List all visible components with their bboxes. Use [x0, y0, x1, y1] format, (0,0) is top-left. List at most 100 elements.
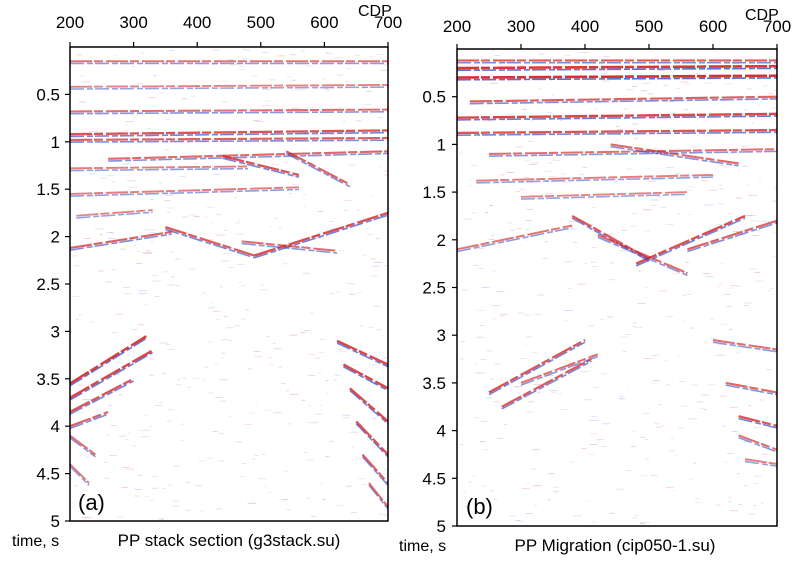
y-tick-label: 1.5	[422, 183, 446, 202]
event-trough	[70, 337, 147, 387]
event-peak	[368, 482, 388, 508]
event-trough	[610, 145, 739, 167]
event-trough	[744, 460, 777, 467]
y-tick-label: 4	[437, 422, 446, 441]
event-peak	[687, 219, 777, 251]
event-peak	[70, 434, 97, 456]
event-trough	[457, 115, 777, 121]
event-trough	[738, 436, 777, 453]
event-trough	[165, 228, 255, 259]
event-peak	[361, 453, 388, 484]
event-trough	[687, 222, 777, 253]
x-tick-label: 600	[310, 13, 338, 32]
event-trough	[222, 157, 300, 178]
event-trough	[70, 188, 299, 197]
event-trough	[457, 77, 777, 81]
event-peak	[744, 458, 777, 465]
panel-label-a: (a)	[78, 490, 105, 515]
event-trough	[368, 484, 388, 510]
x-ticks-b: 200 300 400 500 600 700	[443, 17, 791, 49]
seismic-image-a	[70, 47, 388, 521]
event-trough	[254, 214, 388, 259]
x-tick-label: 500	[247, 13, 275, 32]
event-peak	[70, 186, 299, 195]
event-trough	[70, 351, 154, 401]
event-peak	[70, 136, 388, 141]
y-tick-label: 2.5	[422, 279, 446, 298]
event-trough	[336, 342, 388, 368]
event-peak	[70, 108, 388, 113]
event-peak	[76, 209, 153, 217]
event-trough	[725, 384, 777, 396]
y-tick-label: 3	[51, 322, 60, 341]
x-tick-label: 300	[507, 17, 535, 36]
y-tick-label: 1	[51, 133, 60, 152]
event-peak	[254, 211, 388, 257]
seismic-image-b	[457, 49, 777, 526]
event-trough	[70, 131, 388, 138]
x-tick-label: 400	[571, 17, 599, 36]
event-trough	[76, 211, 153, 219]
event-peak	[70, 335, 147, 385]
plot-background	[70, 47, 388, 521]
plot-background	[457, 49, 777, 526]
y-tick-label: 3.5	[36, 370, 60, 389]
event-trough	[712, 341, 777, 353]
event-peak	[457, 74, 777, 79]
event-trough	[285, 152, 351, 188]
event-trough	[457, 67, 777, 72]
event-peak	[70, 129, 388, 136]
event-trough	[70, 110, 388, 115]
x-axis-label-b: CDP	[745, 7, 779, 24]
chart-title-b: PP Migration (cip050-1.su)	[515, 536, 716, 555]
event-trough	[70, 139, 388, 143]
x-ticks-a: 200 300 400 500 600 700	[56, 13, 402, 47]
y-tick-label: 4	[51, 417, 60, 436]
event-peak	[469, 95, 777, 103]
y-tick-label: 1	[437, 135, 446, 154]
y-tick-label: 2	[51, 228, 60, 247]
y-tick-label: 4.5	[422, 469, 446, 488]
event-trough	[488, 341, 586, 396]
event-trough	[70, 380, 134, 415]
event-trough	[597, 236, 688, 277]
y-tick-label: 5	[437, 517, 446, 536]
chart-title-a: PP stack section (g3stack.su)	[118, 531, 341, 550]
event-peak	[70, 230, 172, 250]
event-trough	[70, 86, 388, 90]
x-tick-label: 200	[56, 13, 84, 32]
event-peak	[488, 338, 586, 394]
event-trough	[241, 242, 338, 254]
event-trough	[343, 366, 388, 392]
event-peak	[108, 150, 388, 160]
y-tick-label: 2	[437, 231, 446, 250]
x-axis-label-a: CDP	[358, 3, 392, 20]
x-tick-label: 300	[119, 13, 147, 32]
event-peak	[222, 154, 300, 177]
event-peak	[70, 463, 90, 484]
event-peak	[342, 363, 388, 390]
event-peak	[285, 150, 351, 186]
event-peak	[70, 410, 109, 428]
event-peak	[635, 214, 746, 265]
event-trough	[70, 437, 96, 458]
event-trough	[488, 150, 777, 157]
y-tick-label: 0.5	[422, 88, 446, 107]
event-trough	[635, 217, 746, 267]
y-tick-label: 1.5	[36, 180, 60, 199]
x-tick-label: 600	[699, 17, 727, 36]
y-tick-label: 3	[437, 326, 446, 345]
event-trough	[349, 389, 388, 425]
y-axis-label-a: time, s	[12, 533, 59, 550]
event-peak	[457, 128, 777, 135]
event-trough	[457, 131, 777, 136]
event-peak	[610, 143, 739, 165]
event-peak	[70, 377, 135, 414]
event-peak	[70, 165, 249, 170]
panel-b: 200 300 400 500 600 700 0.511.522.533.544.55 …	[399, 7, 791, 555]
event-trough	[738, 417, 777, 429]
event-peak	[488, 148, 777, 155]
event-trough	[70, 233, 172, 251]
event-peak	[70, 83, 388, 88]
event-peak	[520, 353, 599, 384]
